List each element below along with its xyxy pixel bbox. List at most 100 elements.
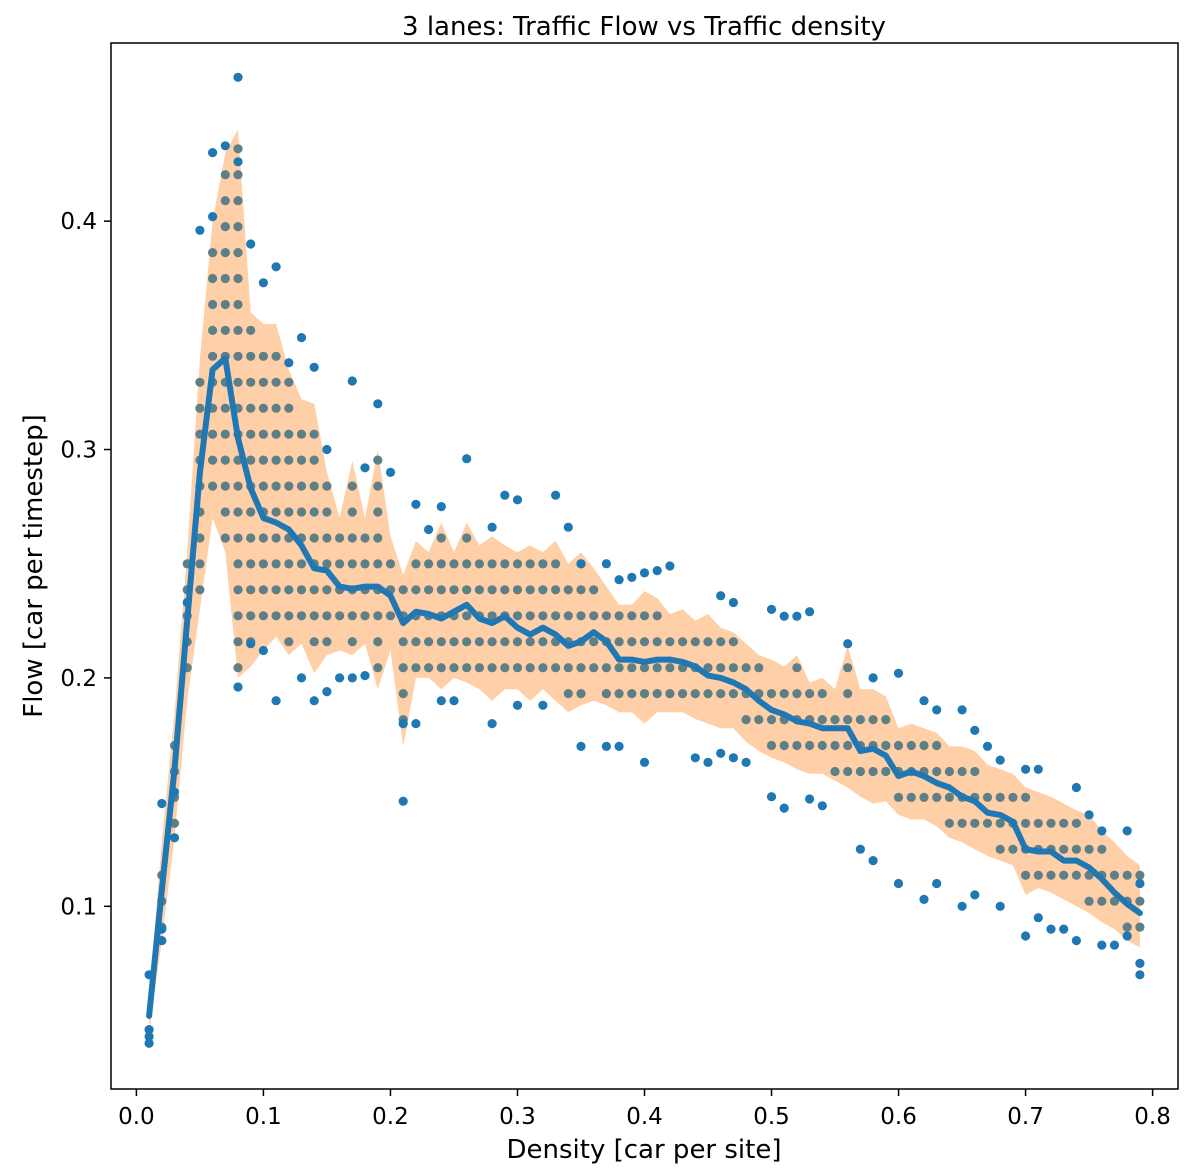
inlier-point [258, 429, 268, 439]
inlier-point [233, 273, 243, 284]
outlier-point [805, 794, 815, 804]
inlier-point [474, 637, 484, 647]
inlier-point [881, 740, 891, 751]
inlier-point [233, 533, 243, 543]
y-tick-label: 0.1 [60, 894, 97, 920]
inlier-point [360, 533, 370, 543]
inlier-point [258, 455, 268, 465]
inlier-point [436, 663, 446, 673]
inlier-point [601, 611, 612, 621]
outlier-point [639, 568, 650, 578]
outlier-point [487, 522, 497, 532]
inlier-point [220, 533, 230, 543]
y-axis: 0.1 0.2 0.3 0.4 [60, 209, 111, 920]
inlier-point [881, 715, 891, 725]
inlier-point [335, 533, 345, 543]
inlier-point [639, 689, 650, 699]
inlier-point [258, 585, 268, 595]
inlier-point [589, 637, 599, 647]
inlier-point [284, 611, 294, 621]
inlier-point [309, 481, 319, 491]
inlier-point [487, 663, 497, 673]
inlier-point [766, 715, 777, 725]
inlier-point [233, 507, 243, 517]
inlier-point [817, 740, 827, 751]
inlier-point [1097, 844, 1107, 854]
inlier-point [462, 533, 472, 543]
x-axis: 0.0 0.1 0.2 0.3 0.4 0.5 0.6 0.7 0.8 [118, 1089, 1171, 1130]
inlier-point [233, 611, 243, 621]
inlier-point [703, 689, 713, 699]
outlier-point [652, 566, 662, 576]
x-tick-label: 0.1 [245, 1104, 282, 1130]
outlier-point [1046, 924, 1056, 934]
inlier-point [843, 740, 853, 751]
inlier-point [576, 585, 586, 595]
outlier-point [970, 890, 980, 900]
inlier-point [703, 663, 713, 673]
inlier-point [449, 585, 459, 595]
inlier-point [919, 740, 929, 751]
outlier-point [1135, 958, 1145, 969]
inlier-point [614, 637, 624, 647]
inlier-point [551, 585, 561, 595]
inlier-point [995, 818, 1005, 828]
outlier-point [766, 792, 777, 802]
inlier-point [373, 611, 383, 621]
x-tick-label: 0.5 [753, 1104, 790, 1130]
inlier-point [271, 507, 281, 517]
inlier-point [233, 325, 243, 335]
outlier-point [843, 639, 853, 649]
inlier-point [284, 377, 294, 387]
inlier-point [424, 663, 434, 673]
inlier-point [398, 585, 408, 595]
inlier-point [817, 689, 827, 699]
outlier-point [258, 278, 268, 288]
inlier-point [601, 689, 612, 699]
inlier-point [284, 429, 294, 439]
inlier-point [830, 766, 840, 777]
inlier-point [1084, 844, 1094, 854]
outlier-point [436, 502, 446, 512]
outlier-point [551, 490, 561, 500]
inlier-point [982, 792, 993, 803]
inlier-point [360, 559, 370, 569]
inlier-point [208, 429, 218, 439]
inlier-point [347, 611, 357, 621]
inlier-point [258, 611, 268, 621]
inlier-point [563, 585, 573, 595]
outlier-point [779, 803, 789, 813]
inlier-point [1033, 818, 1043, 828]
inlier-point [322, 481, 332, 491]
inlier-point [246, 533, 256, 543]
inlier-point [220, 481, 230, 491]
outlier-point [614, 575, 624, 585]
inlier-point [208, 325, 218, 335]
inlier-point [220, 325, 230, 335]
outlier-point [500, 490, 510, 500]
inlier-point [347, 507, 357, 517]
inlier-point [220, 248, 230, 258]
inlier-point [208, 248, 218, 258]
inlier-point [678, 689, 688, 699]
inlier-point [576, 611, 586, 621]
inlier-point [1071, 844, 1081, 854]
band-area [149, 129, 1140, 1032]
inlier-point [284, 455, 294, 465]
outlier-point [690, 753, 700, 763]
inlier-point [296, 507, 307, 517]
mean-line [146, 355, 1143, 1019]
inlier-point [843, 715, 853, 725]
inlier-point [563, 689, 573, 699]
inlier-point [271, 403, 281, 413]
inlier-point [805, 689, 815, 699]
inlier-point [246, 559, 256, 569]
inlier-point [195, 377, 205, 387]
inlier-point [614, 611, 624, 621]
inlier-point [373, 507, 383, 517]
inlier-point [690, 637, 700, 647]
outlier-point [449, 696, 459, 706]
outlier-point [347, 673, 357, 683]
outlier-point [1021, 764, 1031, 774]
outlier-point [1084, 810, 1094, 820]
